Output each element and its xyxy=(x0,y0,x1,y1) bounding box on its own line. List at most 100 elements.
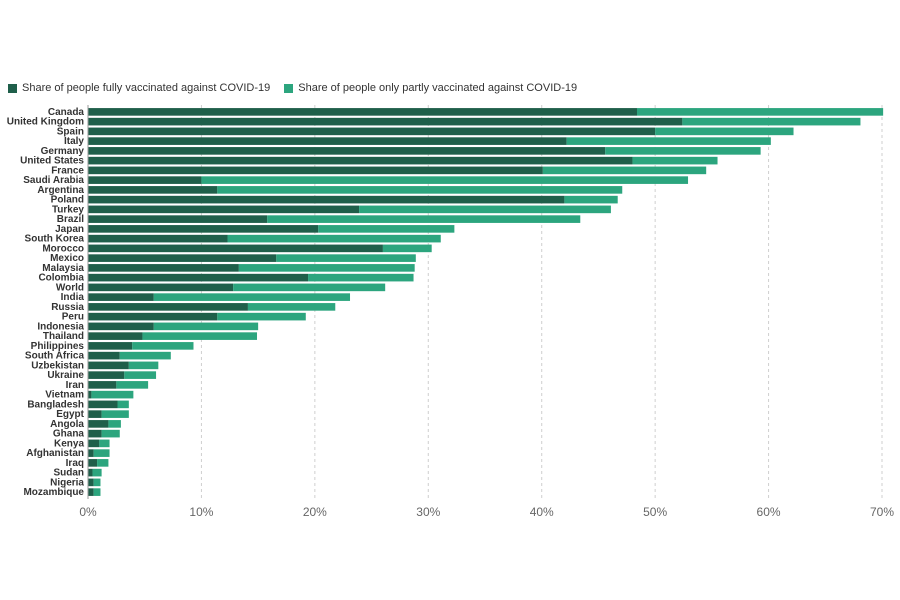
bar-united-states-partly[interactable] xyxy=(632,156,718,165)
bar-malaysia-partly[interactable] xyxy=(238,264,415,272)
bar-afghanistan-fully[interactable] xyxy=(88,449,94,457)
bar-japan-fully[interactable] xyxy=(88,225,319,233)
bar-mozambique-partly[interactable] xyxy=(93,488,101,496)
category-label-peru: Peru xyxy=(62,312,84,323)
bar-bangladesh-fully[interactable] xyxy=(88,400,118,409)
x-tick-label-50: 50% xyxy=(643,505,667,519)
legend-item-partly[interactable]: Share of people only partly vaccinated a… xyxy=(284,82,577,94)
bar-kenya-partly[interactable] xyxy=(99,439,110,448)
bar-iraq-partly[interactable] xyxy=(97,459,109,467)
bar-saudi-arabia-partly[interactable] xyxy=(201,176,689,184)
bar-mexico-fully[interactable] xyxy=(88,254,277,262)
bar-spain-fully[interactable] xyxy=(88,127,656,136)
bar-south-korea-partly[interactable] xyxy=(227,234,441,243)
bar-indonesia-fully[interactable] xyxy=(88,322,154,331)
bar-russia-partly[interactable] xyxy=(247,303,336,311)
bar-united-kingdom-fully[interactable] xyxy=(88,117,683,126)
category-label-vietnam: Vietnam xyxy=(45,390,84,401)
category-label-canada: Canada xyxy=(48,107,85,118)
bar-philippines-partly[interactable] xyxy=(132,342,194,350)
bar-germany-fully[interactable] xyxy=(88,147,606,155)
bar-kenya-fully[interactable] xyxy=(88,439,100,448)
bar-argentina-fully[interactable] xyxy=(88,186,218,194)
bar-morocco-fully[interactable] xyxy=(88,244,383,253)
bar-angola-fully[interactable] xyxy=(88,420,109,428)
bar-france-partly[interactable] xyxy=(542,166,707,175)
bar-canada-partly[interactable] xyxy=(636,108,884,116)
legend-item-fully[interactable]: Share of people fully vaccinated against… xyxy=(8,82,270,94)
bar-indonesia-partly[interactable] xyxy=(153,322,259,331)
bar-poland-fully[interactable] xyxy=(88,195,565,204)
category-label-colombia: Colombia xyxy=(38,273,84,284)
bar-philippines-fully[interactable] xyxy=(88,342,133,350)
bar-sudan-partly[interactable] xyxy=(92,468,102,477)
category-label-bangladesh: Bangladesh xyxy=(27,399,84,410)
bar-mozambique-fully[interactable] xyxy=(88,488,94,496)
bar-peru-partly[interactable] xyxy=(217,312,306,321)
bar-iraq-fully[interactable] xyxy=(88,459,98,467)
bar-south-africa-fully[interactable] xyxy=(88,351,120,360)
bar-egypt-fully[interactable] xyxy=(88,410,102,418)
bar-thailand-partly[interactable] xyxy=(142,332,258,340)
bar-afghanistan-partly[interactable] xyxy=(93,449,110,457)
bar-poland-partly[interactable] xyxy=(564,195,618,204)
category-label-argentina: Argentina xyxy=(37,185,84,196)
bar-ghana-fully[interactable] xyxy=(88,429,102,438)
bar-turkey-fully[interactable] xyxy=(88,205,360,214)
bar-italy-fully[interactable] xyxy=(88,137,567,145)
bar-italy-partly[interactable] xyxy=(566,137,771,145)
category-label-uzbekistan: Uzbekistan xyxy=(31,360,84,371)
bar-india-partly[interactable] xyxy=(153,293,351,301)
category-label-indonesia: Indonesia xyxy=(37,321,84,332)
bar-uzbekistan-fully[interactable] xyxy=(88,361,129,370)
bar-ghana-partly[interactable] xyxy=(101,429,120,438)
bar-germany-partly[interactable] xyxy=(605,147,761,155)
bar-mexico-partly[interactable] xyxy=(276,254,416,262)
bar-nigeria-fully[interactable] xyxy=(88,478,94,487)
bar-japan-partly[interactable] xyxy=(318,225,455,233)
bar-world-partly[interactable] xyxy=(233,283,386,292)
bar-vietnam-fully[interactable] xyxy=(88,390,92,399)
bar-russia-fully[interactable] xyxy=(88,303,248,311)
bar-turkey-partly[interactable] xyxy=(359,205,611,214)
category-label-thailand: Thailand xyxy=(43,331,84,342)
bar-bangladesh-partly[interactable] xyxy=(117,400,129,409)
bar-saudi-arabia-fully[interactable] xyxy=(88,176,202,184)
bar-united-states-fully[interactable] xyxy=(88,156,633,165)
legend-swatch-partly xyxy=(284,83,294,93)
bar-nigeria-partly[interactable] xyxy=(93,478,101,487)
bar-spain-partly[interactable] xyxy=(655,127,794,136)
bar-angola-partly[interactable] xyxy=(108,420,121,428)
bar-india-fully[interactable] xyxy=(88,293,154,301)
bar-united-kingdom-partly[interactable] xyxy=(682,117,861,126)
bar-ukraine-fully[interactable] xyxy=(88,371,125,379)
category-label-spain: Spain xyxy=(57,126,84,137)
bar-iran-partly[interactable] xyxy=(116,381,149,389)
category-label-turkey: Turkey xyxy=(52,204,84,215)
bar-malaysia-fully[interactable] xyxy=(88,264,239,272)
bar-morocco-partly[interactable] xyxy=(382,244,432,253)
bar-colombia-partly[interactable] xyxy=(308,273,414,282)
bar-egypt-partly[interactable] xyxy=(101,410,129,418)
bar-france-fully[interactable] xyxy=(88,166,543,175)
bar-sudan-fully[interactable] xyxy=(88,468,93,477)
bar-brazil-fully[interactable] xyxy=(88,215,268,223)
bar-thailand-fully[interactable] xyxy=(88,332,143,340)
x-tick-label-10: 10% xyxy=(189,505,213,519)
bar-colombia-fully[interactable] xyxy=(88,273,309,282)
category-label-germany: Germany xyxy=(41,146,85,157)
bar-argentina-partly[interactable] xyxy=(217,186,623,194)
bar-vietnam-partly[interactable] xyxy=(91,390,134,399)
category-label-mexico: Mexico xyxy=(50,253,84,264)
bar-uzbekistan-partly[interactable] xyxy=(128,361,159,370)
bar-world-fully[interactable] xyxy=(88,283,234,292)
bar-south-korea-fully[interactable] xyxy=(88,234,228,243)
bar-peru-fully[interactable] xyxy=(88,312,218,321)
bar-brazil-partly[interactable] xyxy=(267,215,581,223)
bar-south-africa-partly[interactable] xyxy=(119,351,171,360)
legend-label-fully: Share of people fully vaccinated against… xyxy=(22,82,271,94)
bar-ukraine-partly[interactable] xyxy=(124,371,157,379)
bar-iran-fully[interactable] xyxy=(88,381,117,389)
bar-canada-fully[interactable] xyxy=(88,108,637,116)
